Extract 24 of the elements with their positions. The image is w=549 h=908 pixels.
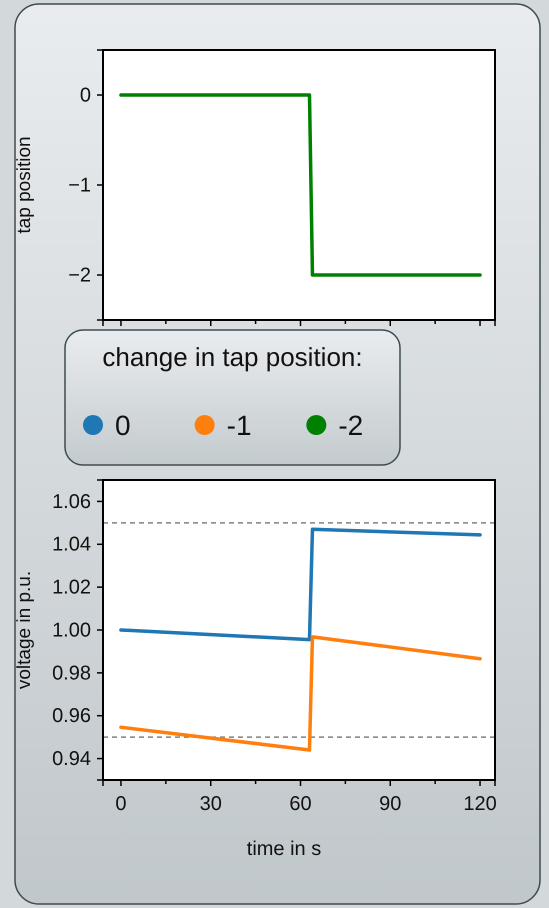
y-axis-title: voltage in p.u.: [14, 570, 35, 690]
line-series: [119, 528, 482, 642]
y-tick-label: 1.06: [52, 490, 91, 513]
x-tick-label: 120: [463, 793, 497, 816]
y-tick-label: 0: [80, 84, 91, 106]
x-tick-label: 30: [200, 793, 222, 816]
y-tick-label: 0.98: [52, 662, 91, 684]
y-tick-label: −2: [68, 264, 91, 286]
line-series: [119, 635, 482, 752]
legend-label: -2: [338, 410, 364, 441]
x-axis-title: time in s: [246, 838, 322, 860]
y-tick-label: 0.94: [52, 748, 91, 770]
x-tick-label: 60: [289, 793, 312, 816]
y-tick-label: 1.00: [52, 619, 91, 642]
y-tick-label: −1: [68, 174, 91, 196]
x-tick-label: 90: [379, 793, 402, 816]
y-tick-label: 1.04: [52, 534, 91, 556]
legend-label: -1: [226, 410, 252, 441]
x-tick-label: 0: [115, 793, 127, 816]
y-tick-label: 1.02: [52, 576, 91, 599]
legend-label: 0: [115, 410, 131, 441]
y-axis-title: tap position: [14, 136, 35, 234]
legend-title: change in tap position:: [102, 342, 363, 372]
y-tick-label: 0.96: [52, 705, 91, 728]
